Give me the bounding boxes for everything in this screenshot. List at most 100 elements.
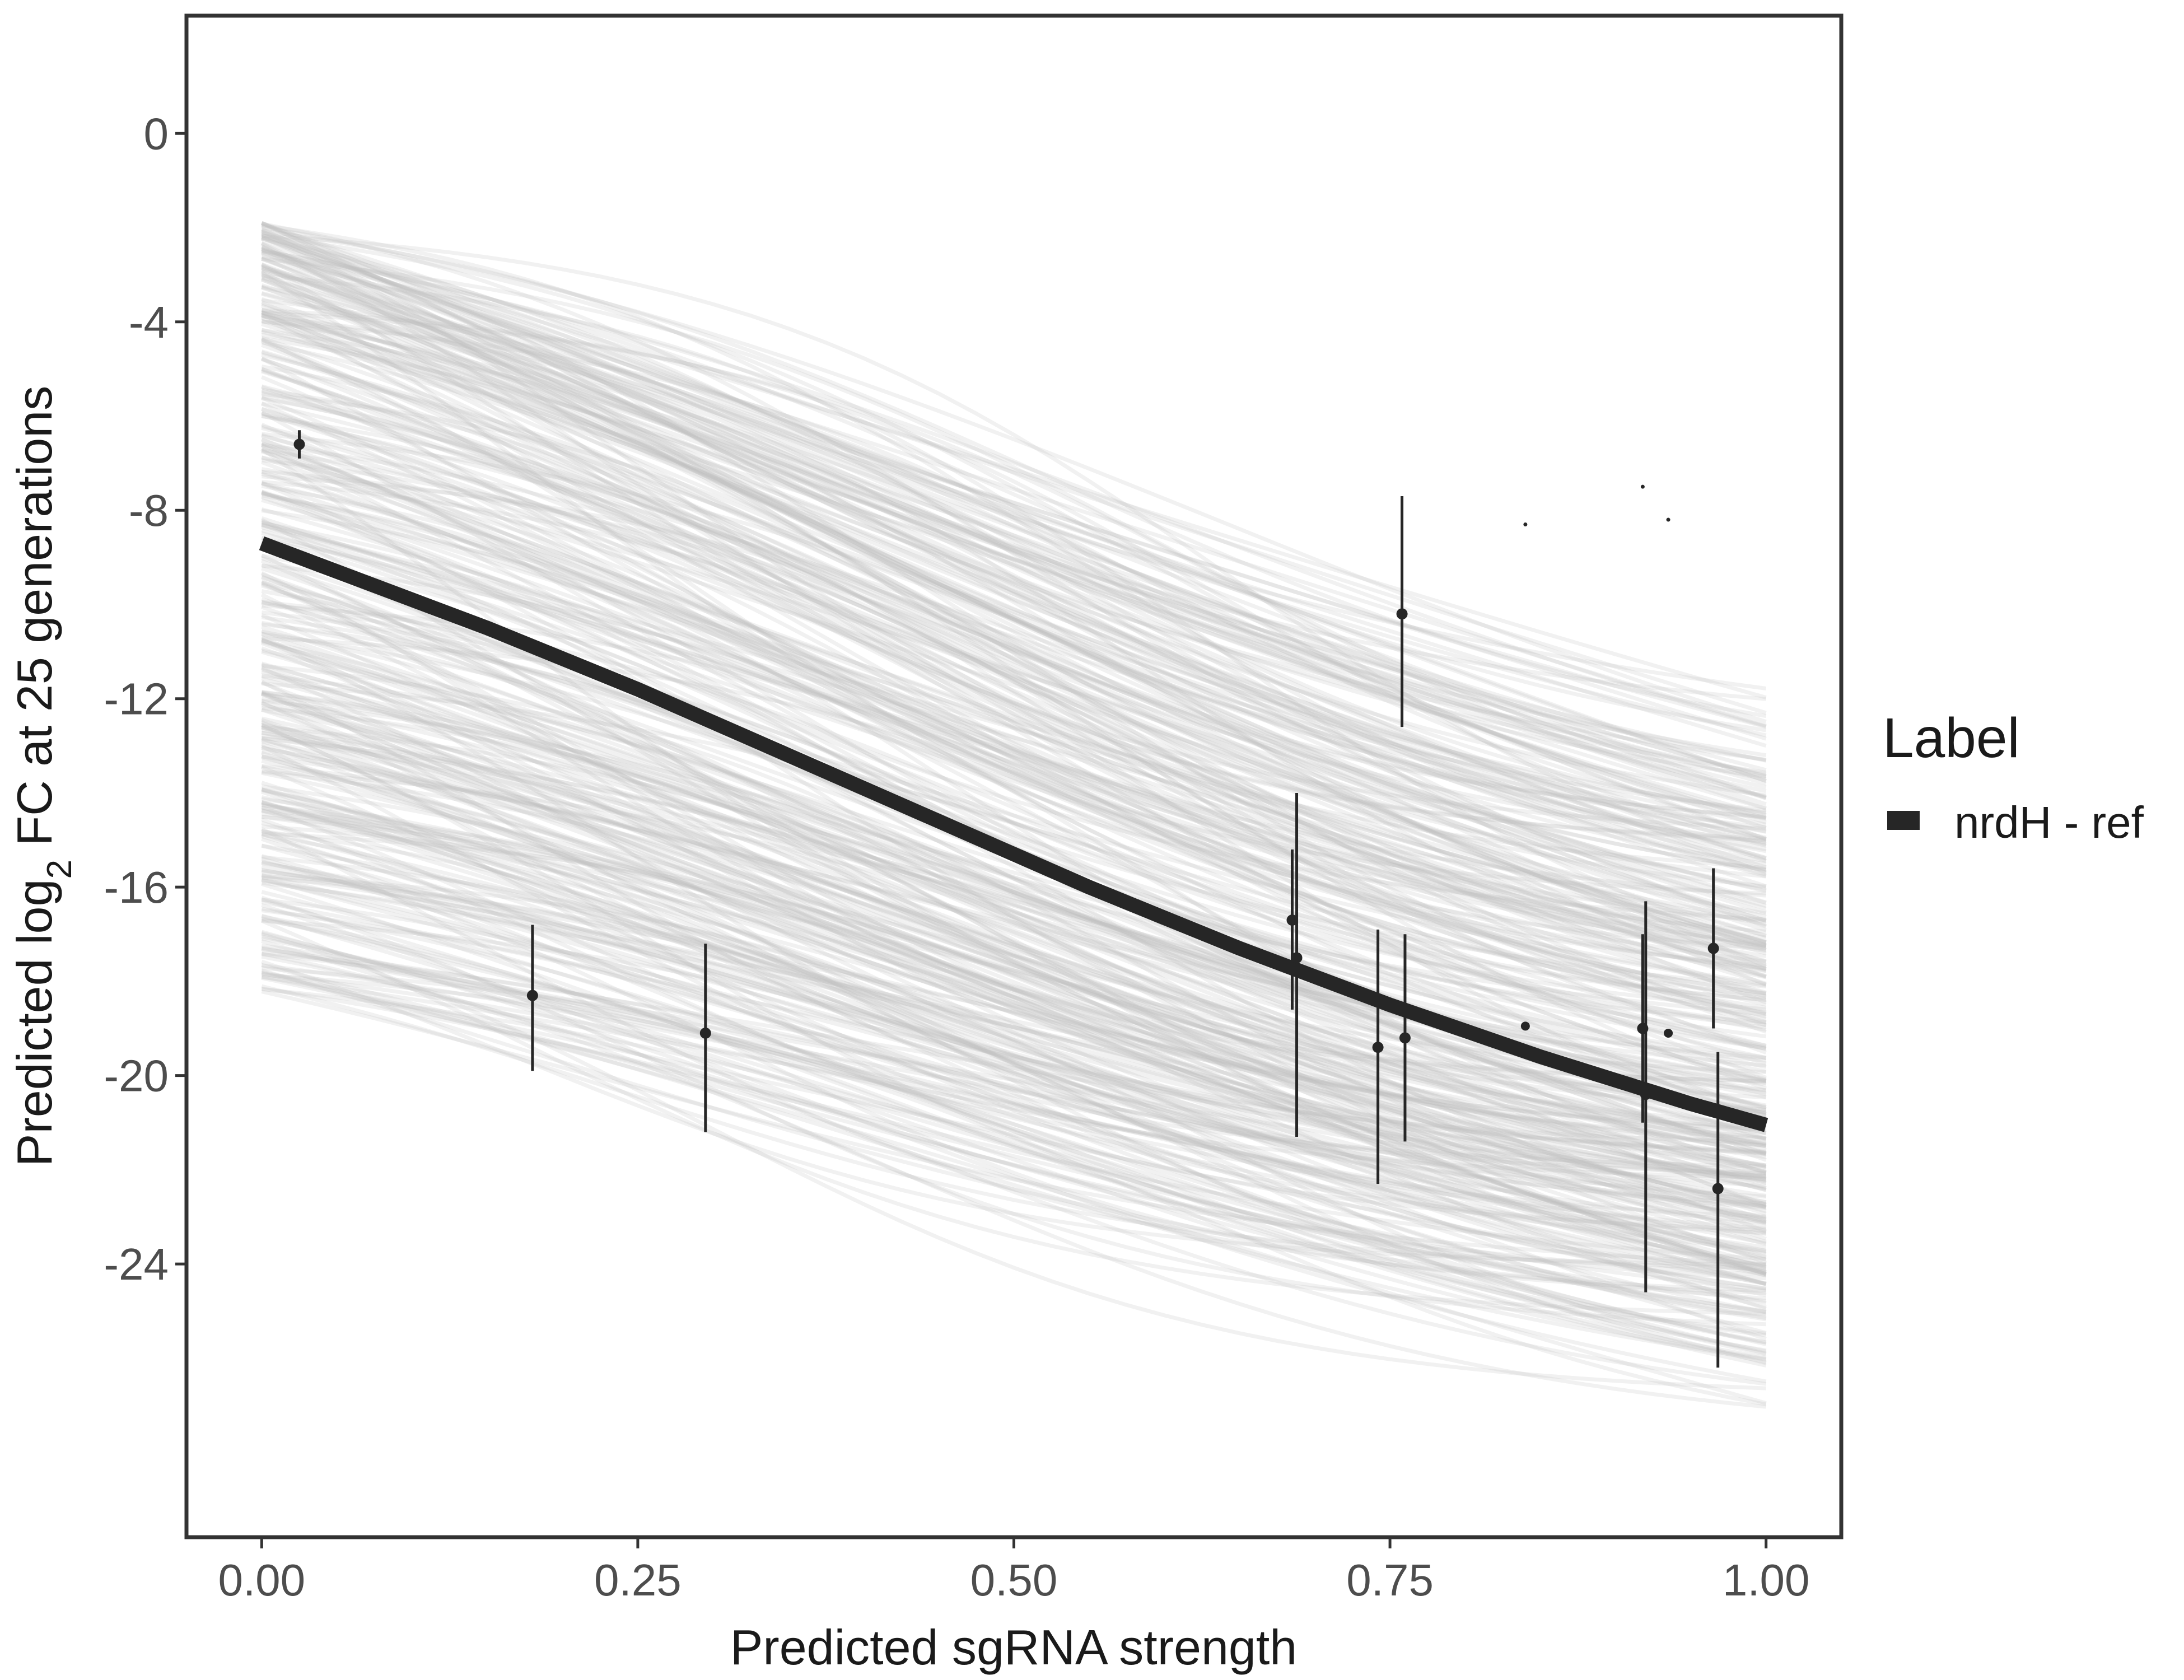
- posterior-draw-line: [261, 276, 1767, 815]
- posterior-draw-line: [262, 875, 1767, 1364]
- posterior-draw-line: [261, 391, 1767, 890]
- posterior-draw-line: [261, 469, 1767, 1048]
- posterior-draw-line: [261, 307, 1767, 827]
- posterior-draw-line: [261, 984, 1766, 1271]
- posterior-draw-line: [261, 446, 1767, 1066]
- posterior-draw-line: [261, 963, 1767, 1303]
- posterior-draw-line: [260, 227, 1767, 875]
- posterior-draw-line: [261, 272, 1767, 810]
- x-tick-label: 0.25: [594, 1555, 682, 1605]
- posterior-draw-line: [261, 455, 1767, 964]
- posterior-draw-line: [261, 736, 1766, 1188]
- posterior-draw-line: [261, 699, 1767, 1117]
- y-tick-label: -8: [129, 486, 169, 535]
- posterior-draw-line: [261, 426, 1767, 998]
- posterior-draw-line: [261, 507, 1767, 1080]
- posterior-draw-line: [260, 637, 1766, 1219]
- posterior-draw-line: [261, 907, 1767, 1360]
- posterior-draw-line: [261, 411, 1767, 938]
- posterior-draw-line: [261, 641, 1767, 1234]
- posterior-draw-line: [261, 234, 1767, 820]
- posterior-draw-line: [261, 650, 1767, 1122]
- posterior-draw-line: [261, 304, 1767, 872]
- posterior-draw-line: [261, 860, 1766, 1154]
- posterior-draw-line: [261, 367, 1767, 979]
- posterior-draw-line: [260, 635, 1767, 1145]
- posterior-draw-line: [261, 508, 1767, 1032]
- posterior-draw-line: [261, 873, 1767, 1245]
- posterior-draw-line: [261, 934, 1767, 1271]
- posterior-draw-line: [260, 255, 1767, 914]
- posterior-draw-line: [261, 221, 1767, 690]
- posterior-draw-line: [261, 407, 1767, 928]
- posterior-draw-line: [261, 897, 1767, 1253]
- posterior-draw-line: [261, 843, 1767, 1262]
- posterior-draw-line: [261, 448, 1767, 1081]
- posterior-draw-line: [261, 481, 1767, 947]
- posterior-draw-line: [261, 832, 1767, 1286]
- posterior-draw-line: [261, 254, 1767, 841]
- posterior-draw-line: [260, 231, 1766, 841]
- posterior-draw-line: [261, 784, 1767, 1253]
- posterior-draw-line: [261, 968, 1766, 1301]
- posterior-draw-line: [261, 908, 1767, 1345]
- data-point: [1399, 1032, 1411, 1044]
- posterior-draw-line: [261, 832, 1767, 1291]
- posterior-draw-line: [260, 422, 1767, 940]
- posterior-draw-line: [261, 698, 1767, 1141]
- x-tick-label: 1.00: [1723, 1555, 1810, 1605]
- posterior-draw-line: [260, 242, 1766, 843]
- posterior-draw-line: [261, 455, 1767, 911]
- posterior-draw-line: [260, 437, 1767, 958]
- posterior-draw-line: [261, 356, 1767, 1014]
- posterior-draw-line: [261, 396, 1767, 996]
- posterior-draw-line: [260, 270, 1766, 895]
- posterior-draw-line: [261, 368, 1767, 996]
- posterior-draw-line: [261, 689, 1767, 1141]
- posterior-draw-line: [261, 742, 1767, 1246]
- posterior-draw-line: [261, 638, 1767, 1207]
- posterior-draw-line: [261, 738, 1767, 1226]
- posterior-draw-line: [261, 516, 1767, 1024]
- posterior-draw-line: [260, 269, 1767, 844]
- posterior-draw-line: [261, 245, 1767, 799]
- posterior-draw-line: [262, 636, 1767, 1048]
- posterior-draw-line: [261, 275, 1767, 797]
- posterior-draw-line: [261, 412, 1767, 948]
- posterior-draw-line: [261, 878, 1767, 1286]
- posterior-draw-line: [260, 316, 1767, 1005]
- posterior-draw-line: [261, 392, 1767, 1025]
- posterior-draw-line: [261, 525, 1767, 1168]
- posterior-draw-line: [261, 493, 1767, 1115]
- posterior-draw-line: [261, 865, 1766, 1210]
- posterior-draw-line: [261, 802, 1766, 1155]
- posterior-draw-line: [260, 410, 1767, 1027]
- posterior-draw-line: [261, 720, 1767, 1192]
- data-point: [526, 990, 538, 1001]
- posterior-draw-line: [261, 278, 1767, 956]
- posterior-draw-line: [261, 739, 1767, 1298]
- posterior-draw-line: [261, 897, 1767, 1273]
- posterior-draw-line: [261, 976, 1767, 1320]
- posterior-draw-line: [261, 268, 1767, 741]
- posterior-draw-line: [261, 690, 1767, 1275]
- posterior-draw-line: [261, 876, 1767, 1286]
- posterior-draw-line: [261, 855, 1766, 1179]
- posterior-draw-line: [261, 788, 1767, 1291]
- posterior-draw-line: [261, 600, 1767, 988]
- posterior-draw-line: [260, 247, 1767, 905]
- posterior-draw-line: [261, 395, 1767, 998]
- posterior-draw-line: [261, 787, 1767, 1168]
- posterior-draw-line: [261, 584, 1767, 1015]
- posterior-draw-line: [260, 553, 1767, 1068]
- posterior-draw-line: [261, 800, 1767, 1341]
- posterior-draw-line: [261, 882, 1767, 1368]
- posterior-draw-line: [261, 256, 1767, 790]
- posterior-draw-line: [261, 458, 1767, 1121]
- posterior-draw-line: [261, 736, 1767, 1267]
- posterior-draw-line: [261, 622, 1767, 1224]
- posterior-draw-line: [261, 291, 1767, 800]
- posterior-draw-line: [261, 266, 1767, 774]
- posterior-draw-line: [261, 449, 1767, 1034]
- posterior-draw-line: [261, 310, 1767, 779]
